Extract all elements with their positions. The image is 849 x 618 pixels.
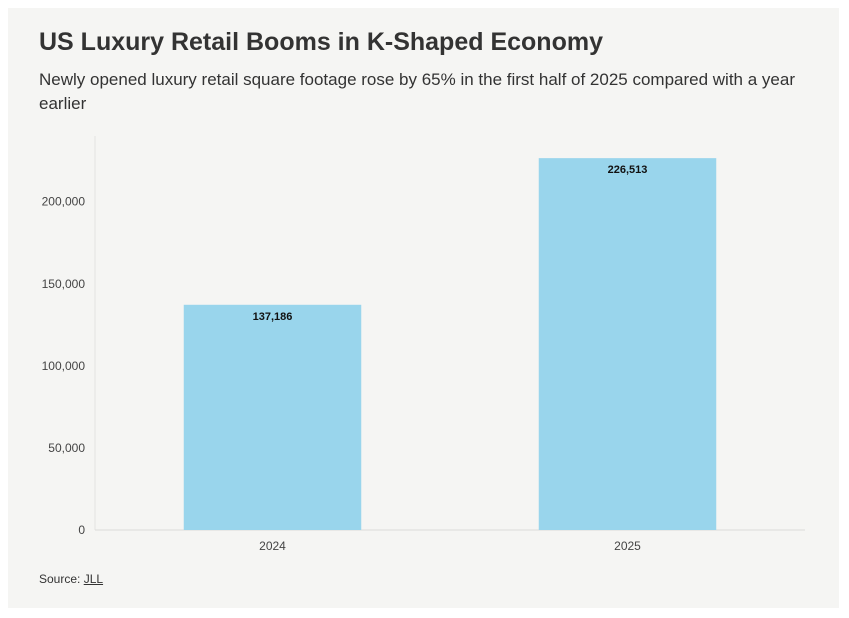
y-tick-label: 0 bbox=[78, 523, 85, 537]
x-tick-label: 2024 bbox=[259, 539, 286, 553]
y-tick-label: 150,000 bbox=[42, 277, 86, 291]
y-tick-label: 100,000 bbox=[42, 359, 86, 373]
chart-title: US Luxury Retail Booms in K-Shaped Econo… bbox=[39, 28, 603, 56]
data-label: 137,186 bbox=[253, 311, 293, 323]
bar-2025 bbox=[538, 158, 717, 530]
chart-axes: 0 50,000 100,000 150,000 200,000 2024 2025 bbox=[42, 136, 805, 553]
bar-2024 bbox=[183, 304, 362, 530]
source-prefix: Source: bbox=[39, 572, 84, 586]
x-tick-label: 2025 bbox=[614, 539, 641, 553]
chart-value-labels: 137,186 226,513 bbox=[253, 164, 648, 323]
chart-bars bbox=[183, 158, 717, 530]
chart-subtitle: Newly opened luxury retail square footag… bbox=[39, 70, 795, 113]
bar-chart: 0 50,000 100,000 150,000 200,000 2024 2025 137… bbox=[42, 136, 805, 553]
source-link[interactable]: JLL bbox=[83, 572, 104, 586]
y-tick-label: 50,000 bbox=[48, 441, 85, 455]
data-label: 226,513 bbox=[608, 164, 648, 176]
y-tick-label: 200,000 bbox=[42, 195, 86, 209]
chart-card: US Luxury Retail Booms in K-Shaped Econo… bbox=[8, 8, 839, 608]
source-note: Source: JLL bbox=[39, 572, 103, 586]
